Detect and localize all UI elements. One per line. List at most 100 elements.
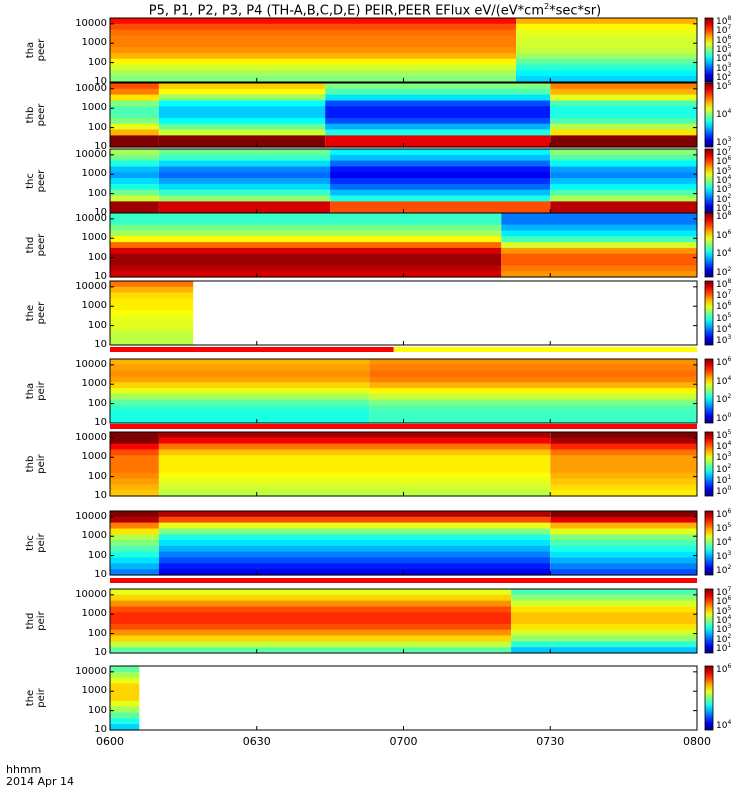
heatmap-cell: [110, 149, 159, 156]
heatmap-cell: [325, 106, 551, 113]
heatmap-cell: [110, 405, 370, 412]
colorbar: [704, 212, 714, 278]
heatmap-cell: [110, 195, 159, 202]
heatmap-cell: [501, 271, 697, 278]
y-tick-label: 10: [94, 724, 107, 735]
heatmap-cell: [550, 154, 698, 162]
heatmap-cell: [550, 472, 698, 480]
heatmap-cell: [110, 178, 159, 185]
heatmap-cell: [110, 635, 512, 642]
heatmap-cell: [330, 154, 551, 162]
heatmap-cell: [158, 183, 331, 191]
colorbar-tick-label: 106: [716, 300, 732, 313]
colorbar: [704, 510, 714, 576]
colorbar-tick-label: 101: [716, 202, 732, 214]
y-tick-label: 100: [87, 187, 107, 199]
heatmap-cell: [110, 218, 502, 226]
colorbar: [704, 431, 714, 497]
heatmap-cell: [110, 247, 502, 255]
panel-thb-peer: [109, 82, 714, 148]
heatmap-cell: [110, 417, 370, 424]
heatmap-cell: [158, 149, 331, 156]
heatmap-cell: [158, 195, 331, 202]
heatmap-cell: [550, 461, 698, 468]
heatmap-cell: [158, 490, 551, 497]
heatmap-cell: [330, 183, 551, 191]
heatmap-cell: [110, 399, 370, 407]
heatmap-cell: [516, 64, 697, 71]
heatmap-cell: [158, 551, 551, 559]
colorbar: [704, 148, 714, 214]
colorbar-tick-label: 106: [716, 155, 732, 168]
title-sup: 2: [543, 2, 550, 11]
heatmap-cell: [330, 166, 551, 173]
colorbar-tick-label: 105: [716, 522, 732, 534]
heatmap-cell: [110, 388, 370, 395]
heatmap-cell: [110, 292, 194, 299]
y-tick-label: 10: [94, 207, 107, 218]
panel-thc-peer: [109, 148, 714, 214]
heatmap-cell: [158, 511, 551, 518]
colorbar: [704, 665, 714, 731]
heatmap-cell: [158, 569, 551, 576]
y-tick-label: 10000: [75, 665, 107, 677]
heatmap-cell: [516, 58, 697, 66]
heatmap-cell: [110, 83, 159, 90]
heatmap-cell: [550, 569, 698, 576]
colorbar-tick-label: 108: [716, 210, 732, 222]
heatmap-cell: [110, 310, 194, 317]
heatmap-cell: [501, 230, 697, 237]
heatmap-cell: [369, 370, 697, 377]
heatmap-cell: [110, 327, 194, 334]
heatmap-cell: [516, 23, 697, 31]
heatmap-cell: [325, 83, 551, 90]
y-tick-label: 1000: [81, 168, 107, 180]
heatmap-cell: [110, 321, 194, 329]
colorbar-tick-label: 106: [716, 228, 732, 241]
heatmap-cell: [550, 443, 698, 450]
heatmap-cell: [158, 472, 551, 480]
heatmap-cell: [511, 618, 697, 625]
heatmap-cell: [110, 411, 370, 418]
colorbar-tick-label: 106: [716, 595, 732, 608]
heatmap-cell: [158, 207, 331, 214]
heatmap-cell: [110, 718, 140, 725]
heatmap-cell: [369, 382, 697, 389]
colorbar-tick-label: 104: [716, 374, 732, 387]
colorbar-tick-label: 103: [716, 183, 732, 196]
heatmap-cell: [158, 172, 331, 179]
heatmap-cell: [158, 189, 331, 197]
heatmap-cell: [550, 478, 698, 485]
heatmap-cell: [110, 18, 516, 25]
colorbar-tick-label: 106: [716, 33, 732, 46]
heatmap-cell: [330, 189, 551, 197]
colorbar-tick-label: 108: [716, 15, 732, 27]
colorbar-tick-label: 104: [716, 440, 732, 453]
heatmap-cell: [325, 100, 551, 107]
heatmap-cell: [369, 359, 697, 366]
heatmap-cell: [110, 612, 512, 619]
x-tick-label: 0630: [242, 735, 271, 748]
colorbar-tick-label: 107: [716, 24, 732, 37]
heatmap-cell: [550, 160, 698, 167]
heatmap-cell: [110, 64, 516, 71]
heatmap-cell: [369, 417, 697, 424]
heatmap-cell: [501, 224, 697, 231]
heatmap-cell: [110, 58, 516, 66]
y-tick-label: 1000: [81, 37, 107, 49]
heatmap-cell: [516, 35, 697, 42]
heatmap-cell: [110, 443, 159, 450]
heatmap-cell: [110, 540, 159, 547]
heatmap-cell: [110, 671, 140, 679]
colorbar-tick-label: 107: [716, 289, 732, 302]
colorbar-tick-label: 106: [716, 508, 732, 520]
heatmap-cell: [110, 569, 159, 576]
heatmap-cell: [501, 242, 697, 249]
y-tick-label: 100: [87, 627, 107, 639]
heatmap-cell: [369, 393, 697, 401]
panel-ylabel: thc peer: [25, 169, 47, 193]
colorbar-tick-label: 107: [716, 146, 732, 158]
colorbar-tick-label: 104: [716, 719, 732, 731]
heatmap-cell: [550, 455, 698, 462]
heatmap-cell: [325, 141, 551, 148]
